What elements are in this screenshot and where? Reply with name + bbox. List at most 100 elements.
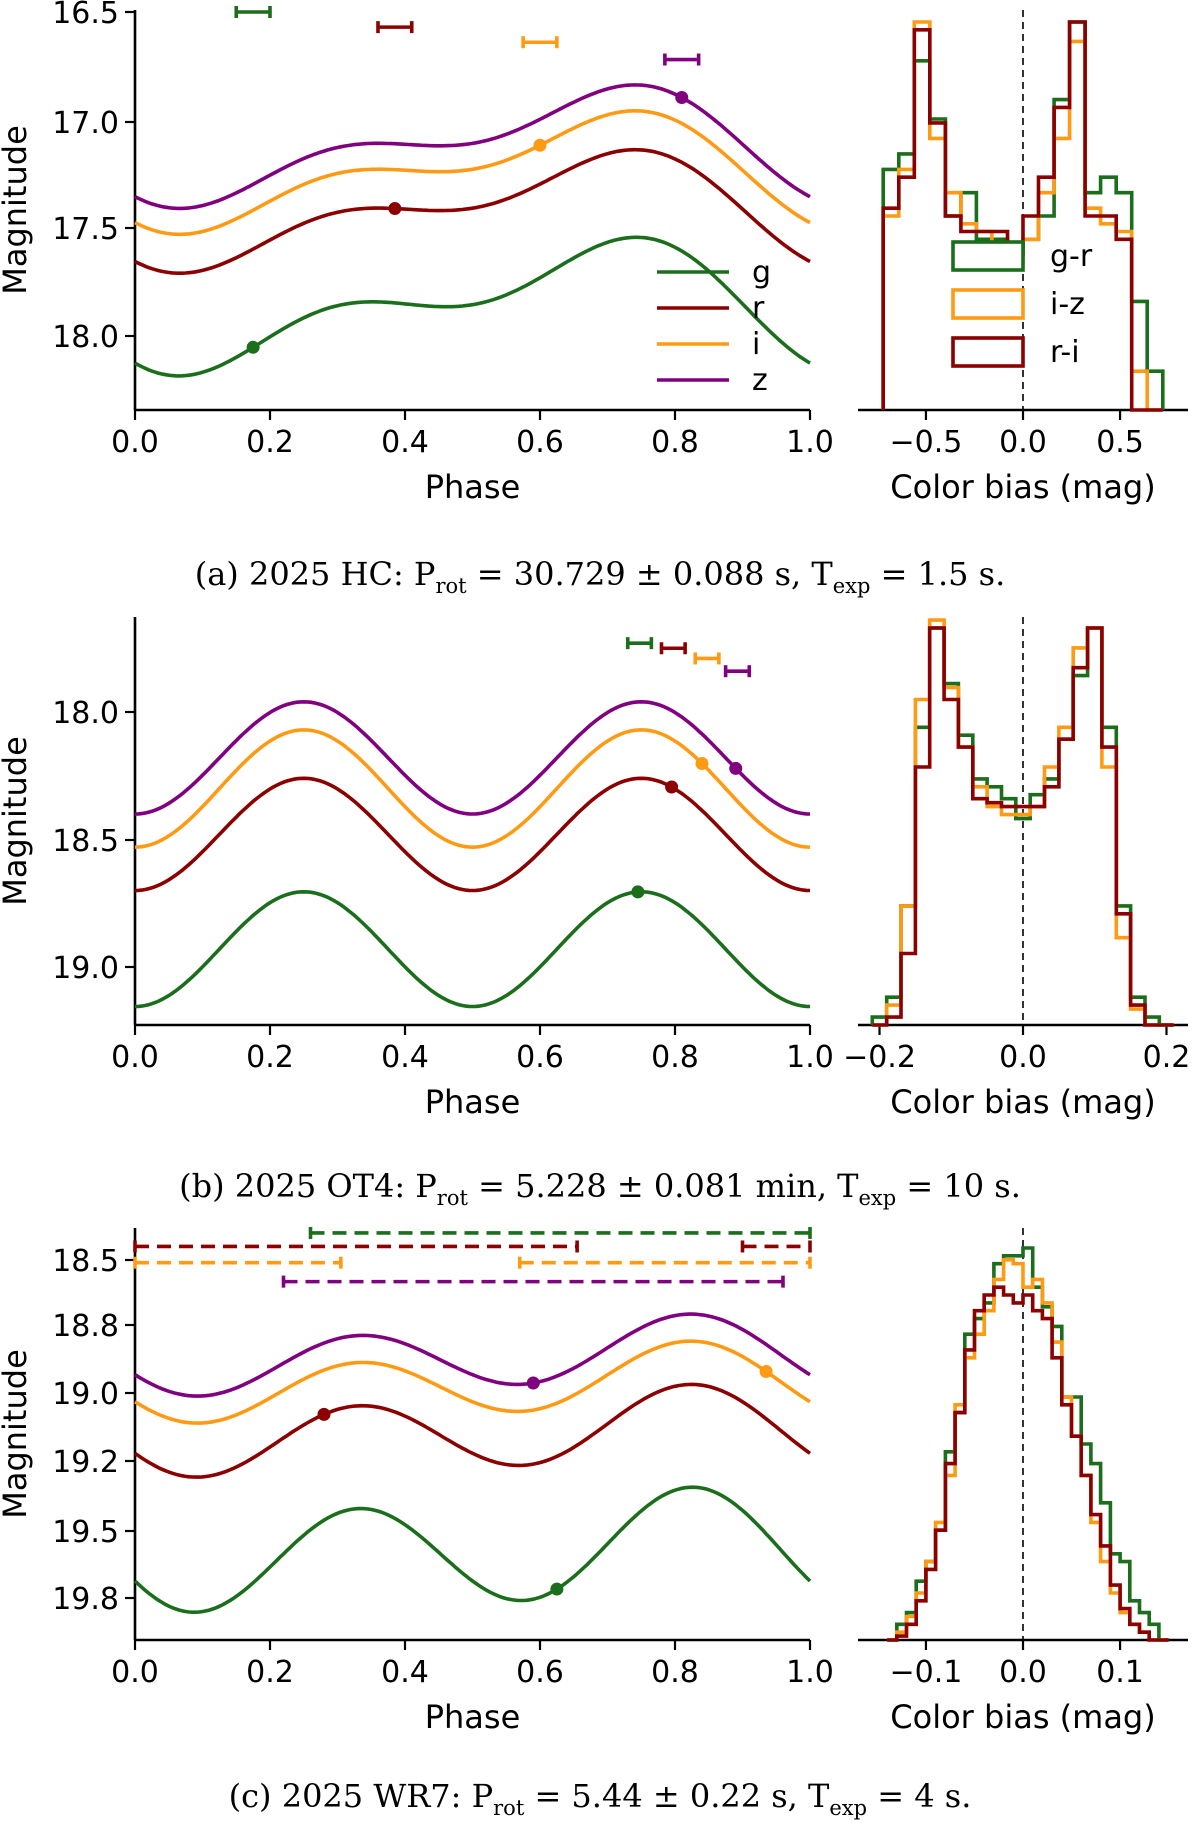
x-tick-label: 0.0 [999,1655,1047,1690]
x-tick-label: 0.0 [999,425,1047,460]
marker-g [550,1582,564,1596]
caption-c-pre: (c) 2025 WR7: P [229,1777,494,1815]
x-tick-label: 0.1 [1096,1655,1144,1690]
caption-b-mid: = 5.228 ± 0.081 min, T [468,1167,859,1205]
marker-i [533,138,547,152]
legend-label-r: r [752,291,765,326]
caption-b-post: = 10 s. [896,1167,1021,1205]
lightcurve-panel-a-lightcurve: 0.0 0.2 0.4 0.6 0.8 1.0 16.5 17.0 17.5 18.0 Phase M… [0,0,834,506]
legend-swatch-r-i [951,336,1025,368]
y-axis-title: Magnitude [0,1349,34,1519]
x-tick-label: 0.0 [999,1040,1047,1075]
marker-r [317,1407,331,1421]
x-axis-title: Phase [425,1698,521,1736]
caption-b-sub1: rot [437,1186,469,1210]
marker-i [759,1364,773,1378]
caption-a-post: = 1.5 s. [870,555,1005,593]
x-axis-title: Color bias (mag) [890,468,1155,506]
legend-label-z: z [752,363,768,398]
curve-i [134,108,811,237]
caption-b: (b) 2025 OT4: Prot = 5.228 ± 0.081 min, … [179,1167,1021,1210]
x-tick-label: 0.2 [246,425,294,460]
x-tick-label: 0.8 [651,1655,699,1690]
x-tick-label: 0.0 [111,1040,159,1075]
legend-label-i: i [752,327,760,362]
x-axis-title: Color bias (mag) [890,1083,1155,1121]
y-tick-label: 18.0 [52,696,119,731]
x-tick-label: −0.5 [890,425,963,460]
y-axis-title: Magnitude [0,736,34,906]
x-tick-label: 1.0 [786,1655,834,1690]
svg-text:(c) 2025 WR7: Prot = 5.44 ± 0.: (c) 2025 WR7: Prot = 5.44 ± 0.22 s, Texp… [229,1777,972,1820]
histogram-r-i [887,1285,1169,1642]
x-tick-label: −0.1 [890,1655,963,1690]
histogram-panel-a-colorbias: −0.5 0.0 0.5 Color bias (mag) g-r i-z r-i [858,10,1188,506]
histogram-i-z [887,1258,1169,1642]
marker-z [526,1376,540,1390]
caption-a-pre: (a) 2025 HC: P [195,555,436,593]
caption-c: (c) 2025 WR7: Prot = 5.44 ± 0.22 s, Texp… [229,1777,972,1820]
x-tick-label: 0.8 [651,425,699,460]
marker-r [388,202,402,216]
caption-a-mid: = 30.729 ± 0.088 s, T [467,555,834,593]
legend-label-g-r: g-r [1050,239,1093,274]
caption-c-sub1: rot [493,1796,525,1820]
y-tick-label: 19.8 [52,1582,119,1617]
curve-z [134,699,811,816]
y-tick-label: 19.0 [52,1377,119,1412]
x-axis-title: Color bias (mag) [890,1698,1155,1736]
caption-a-sub1: rot [435,574,467,598]
y-tick-label: 18.0 [52,320,119,355]
caption-c-mid: = 5.44 ± 0.22 s, T [524,1777,830,1815]
y-tick-label: 18.5 [52,1244,119,1279]
legend-label-r-i: r-i [1050,335,1080,370]
x-tick-label: 0.8 [651,1040,699,1075]
histogram-legend: g-r i-z r-i [951,239,1093,370]
caption-c-sub2: exp [829,1796,867,1820]
y-tick-label: 18.8 [52,1309,119,1344]
curve-i [134,1339,811,1425]
lightcurve-panel-b-lightcurve: 0.0 0.2 0.4 0.6 0.8 1.0 18.0 18.5 19.0 Phase Magni… [0,617,834,1121]
curve-i [134,728,811,850]
svg-text:(a) 2025 HC: Prot = 30.729 ± 0: (a) 2025 HC: Prot = 30.729 ± 0.088 s, Te… [195,555,1006,598]
marker-r [665,780,679,794]
x-axis-title: Phase [425,1083,521,1121]
y-tick-label: 19.5 [52,1515,119,1550]
x-tick-label: 0.2 [246,1040,294,1075]
caption-a-sub2: exp [833,574,871,598]
curve-r [134,776,811,893]
x-tick-label: 0.0 [111,1655,159,1690]
x-tick-label: 0.6 [516,1655,564,1690]
y-tick-label: 19.2 [52,1445,119,1480]
y-axis-title: Magnitude [0,125,34,295]
curve-r [134,147,811,275]
x-tick-label: 0.4 [381,1040,429,1075]
legend-swatch-i-z [951,288,1025,320]
marker-i [695,757,709,771]
histogram-panel-c-colorbias: −0.1 0.0 0.1 Color bias (mag) [858,1228,1188,1736]
x-tick-label: 0.4 [381,1655,429,1690]
x-tick-label: 0.0 [111,425,159,460]
marker-z [729,761,743,775]
curve-g [134,889,811,1009]
x-tick-label: 0.4 [381,425,429,460]
histogram-r-i [872,626,1174,1027]
y-tick-label: 19.0 [52,951,119,986]
caption-b-pre: (b) 2025 OT4: P [179,1167,437,1205]
histogram-panel-b-colorbias: −0.2 0.0 0.2 Color bias (mag) [843,617,1190,1121]
y-tick-label: 17.0 [52,106,119,141]
caption-b-sub2: exp [859,1186,897,1210]
x-tick-label: 0.5 [1096,425,1144,460]
x-axis-title: Phase [425,468,521,506]
histogram-g-r [887,1246,1169,1642]
x-tick-label: 0.6 [516,425,564,460]
lightcurve-panel-c-lightcurve: 0.0 0.2 0.4 0.6 0.8 1.0 18.5 18.8 19.0 19.2 19.5 19… [0,1226,834,1736]
x-tick-label: 1.0 [786,1040,834,1075]
curve-g [134,235,811,378]
x-tick-label: 1.0 [786,425,834,460]
y-tick-label: 18.5 [52,824,119,859]
marker-g [631,885,645,899]
legend-label-g: g [752,255,771,290]
